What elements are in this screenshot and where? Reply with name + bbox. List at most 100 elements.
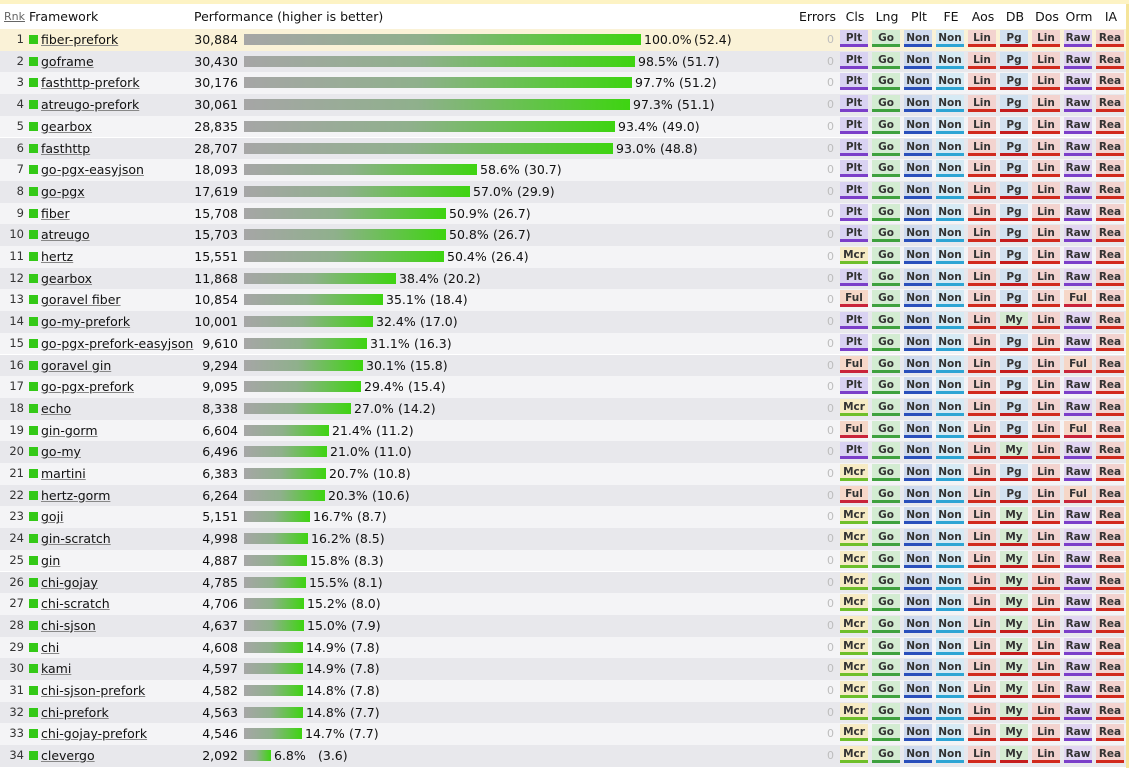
fe-tag: Non <box>936 268 964 286</box>
db-tag: Pg <box>1000 485 1028 503</box>
table-row: 6 fasthttp 28,707 93.0% (48.8) 0 Plt Go Non Non Li… <box>0 137 1126 160</box>
framework-link[interactable]: go-pgx-prefork <box>41 379 135 395</box>
dos-tag: Lin <box>1032 464 1060 481</box>
aos-tag: Lin <box>968 181 996 199</box>
framework-link[interactable]: fiber <box>41 205 70 221</box>
relative-label: (51.7) <box>682 53 720 69</box>
framework-link[interactable]: fasthttp-prefork <box>41 75 140 91</box>
orm-tag: Raw <box>1064 659 1092 677</box>
framework-link[interactable]: goravel gin <box>41 357 112 373</box>
relative-label: (26.7) <box>493 205 531 221</box>
orm-column-header[interactable]: Orm <box>1065 9 1093 24</box>
framework-link[interactable]: goravel fiber <box>41 292 121 308</box>
plt-column-header[interactable]: Plt <box>911 9 927 24</box>
framework-link[interactable]: atreugo <box>41 227 90 243</box>
framework-link[interactable]: chi <box>41 639 60 655</box>
framework-link[interactable]: chi-prefork <box>41 704 109 720</box>
framework-link[interactable]: go-pgx-prefork-easyjson <box>41 335 194 351</box>
ia-tag: Rea <box>1096 268 1124 286</box>
framework-link[interactable]: atreugo-prefork <box>41 97 140 113</box>
orm-tag: Raw <box>1064 247 1092 264</box>
framework-link[interactable]: fiber-prefork <box>41 32 119 47</box>
rank-number: 26 <box>9 574 24 589</box>
rank-number: 34 <box>9 748 24 763</box>
orm-tag: Raw <box>1064 181 1092 199</box>
percent-label: 15.5% <box>309 574 349 590</box>
cls-column-header[interactable]: Cls <box>845 9 865 24</box>
score-value: 15,551 <box>194 249 238 264</box>
framework-link[interactable]: clevergo <box>41 748 95 764</box>
rank-number: 18 <box>9 400 24 415</box>
db-tag: My <box>1000 442 1028 460</box>
db-tag: My <box>1000 681 1028 698</box>
rank-number: 28 <box>9 617 24 632</box>
orm-tag: Raw <box>1064 138 1092 156</box>
plt-tag: Non <box>904 51 932 69</box>
framework-link[interactable]: gin-scratch <box>41 531 111 547</box>
framework-link[interactable]: hertz-gorm <box>41 487 111 503</box>
ia-tag: Rea <box>1096 550 1124 568</box>
db-column-header[interactable]: DB <box>1005 9 1025 24</box>
rank-number: 7 <box>16 162 24 177</box>
relative-label: (18.4) <box>430 292 468 308</box>
framework-link[interactable]: chi-gojay <box>41 574 98 590</box>
framework-link[interactable]: hertz <box>41 249 74 264</box>
table-row: 27 chi-scratch 4,706 15.2% (8.0) 0 Mcr Go Non Non… <box>0 593 1126 615</box>
framework-link[interactable]: martini <box>41 466 86 481</box>
plt-tag: Non <box>904 73 932 91</box>
rank-number: 16 <box>9 357 24 372</box>
percent-label: 93.4% <box>618 118 658 134</box>
percent-label: 93.0% <box>616 140 656 156</box>
dos-column-header[interactable]: Dos <box>1035 9 1059 24</box>
score-value: 4,637 <box>202 617 238 633</box>
framework-link[interactable]: fasthttp <box>41 140 91 156</box>
lng-tag: Go <box>872 572 900 590</box>
framework-link[interactable]: goframe <box>41 53 94 69</box>
orm-tag: Ful <box>1064 355 1092 373</box>
framework-link[interactable]: chi-scratch <box>41 596 110 612</box>
lng-column-header[interactable]: Lng <box>875 9 899 24</box>
framework-link[interactable]: chi-gojay-prefork <box>41 726 148 742</box>
score-value: 30,884 <box>194 32 238 47</box>
cls-tag: Mcr <box>840 746 868 764</box>
fe-column-header[interactable]: FE <box>943 9 959 24</box>
performance-column-header[interactable]: Performance (higher is better) <box>194 9 384 24</box>
performance-bar <box>244 706 303 718</box>
errors-column-header[interactable]: Errors <box>799 9 836 24</box>
ia-tag: Rea <box>1096 30 1124 47</box>
framework-link[interactable]: go-pgx-easyjson <box>41 162 144 178</box>
framework-link[interactable]: gearbox <box>41 270 93 286</box>
framework-link[interactable]: go-pgx <box>41 183 85 199</box>
framework-link[interactable]: gin <box>41 552 61 568</box>
framework-link[interactable]: go-my-prefork <box>41 314 131 330</box>
table-row: 19 gin-gorm 6,604 21.4% (11.2) 0 Ful Go Non Non Li… <box>0 419 1126 442</box>
score-value: 4,887 <box>202 552 238 568</box>
plt-tag: Non <box>904 333 932 351</box>
errors-value: 0 <box>827 662 834 676</box>
rank-number: 1 <box>16 32 24 46</box>
framework-link[interactable]: kami <box>41 661 72 677</box>
cls-tag: Plt <box>840 95 868 113</box>
framework-link[interactable]: goji <box>41 509 64 525</box>
relative-label: (29.9) <box>517 183 555 199</box>
framework-link[interactable]: chi-sjson-prefork <box>41 683 146 698</box>
aos-column-header[interactable]: Aos <box>971 9 995 24</box>
plt-tag: Non <box>904 594 932 612</box>
framework-link[interactable]: gearbox <box>41 118 93 134</box>
errors-value: 0 <box>827 250 834 263</box>
table-row: 26 chi-gojay 4,785 15.5% (8.1) 0 Mcr Go Non Non Li… <box>0 571 1126 594</box>
framework-column-header[interactable]: Framework <box>29 9 99 24</box>
db-tag: Pg <box>1000 377 1028 395</box>
framework-link[interactable]: echo <box>41 400 72 416</box>
rank-column-header[interactable]: Rnk <box>4 10 25 23</box>
framework-link[interactable]: chi-sjson <box>41 617 96 633</box>
framework-link[interactable]: gin-gorm <box>41 422 98 438</box>
dos-tag: Lin <box>1032 398 1060 416</box>
ia-tag: Rea <box>1096 681 1124 698</box>
cls-tag: Ful <box>840 355 868 373</box>
framework-marker-icon <box>29 577 38 587</box>
framework-link[interactable]: go-my <box>41 444 81 460</box>
performance-bar <box>244 641 303 653</box>
relative-label: (26.4) <box>491 249 529 264</box>
ia-column-header[interactable]: IA <box>1104 9 1118 24</box>
